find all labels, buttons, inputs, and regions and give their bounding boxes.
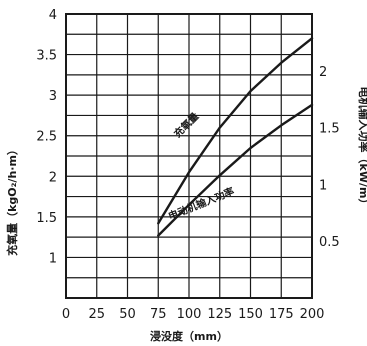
series-line-oxygen	[157, 37, 314, 225]
y-right-tick-label: 0.5	[319, 235, 340, 250]
y-axis-label-left: 充氧量（kgO₂/h·m）	[5, 144, 19, 256]
y-left-tick-label: 1	[49, 251, 57, 266]
x-tick-label: 0	[62, 307, 70, 322]
x-tick-label: 100	[177, 307, 202, 322]
y-left-tick-label: 4	[49, 8, 57, 23]
x-tick-label: 25	[88, 307, 105, 322]
grid	[65, 14, 313, 298]
plot-frame	[65, 13, 313, 299]
y-axis-label-right: 电机输入功率（kW/m）	[357, 87, 367, 210]
y-left-tick-label: 3	[49, 89, 57, 104]
y-left-tick-label: 2.5	[36, 130, 57, 145]
x-tick-label: 75	[150, 307, 167, 322]
x-axis-label: 浸没度（mm）	[150, 329, 228, 343]
series-layer	[157, 37, 314, 237]
x-tick-label: 125	[207, 307, 232, 322]
y-right-tick-label: 2	[319, 65, 327, 80]
x-tick-label: 50	[119, 307, 136, 322]
tick-labels: 0 25 50 75 100 125 150 175 200 1 1.5 2 2.5 3 3.5 4 0.5 1 1…	[36, 8, 339, 322]
y-right-tick-label: 1.5	[319, 122, 340, 137]
y-left-tick-label: 3.5	[36, 49, 57, 64]
x-tick-label: 175	[269, 307, 294, 322]
y-left-tick-label: 2	[49, 170, 57, 185]
series-line-power	[157, 103, 314, 237]
y-right-tick-label: 1	[319, 178, 327, 193]
y-left-tick-label: 1.5	[36, 211, 57, 226]
x-tick-label: 200	[300, 307, 325, 322]
x-tick-label: 150	[238, 307, 263, 322]
